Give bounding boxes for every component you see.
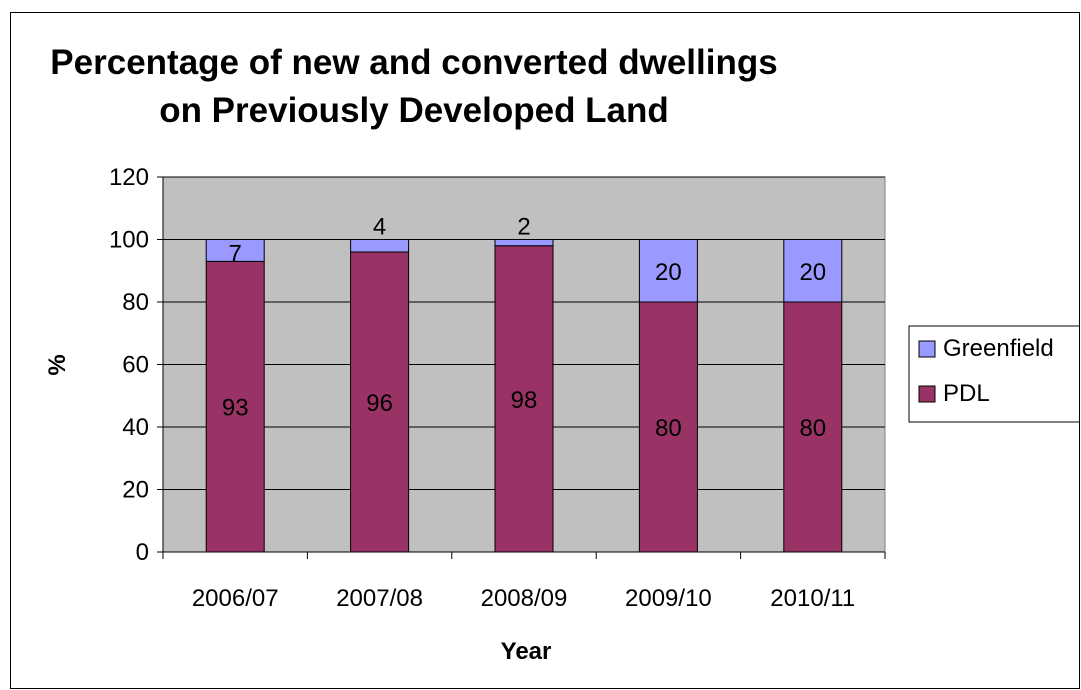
y-tick-label: 20 [122,477,149,504]
data-label-pdl: 96 [366,390,393,417]
legend-swatch-pdl [918,385,936,403]
bar-pdl [783,301,843,553]
x-tick-label: 2008/09 [481,585,568,612]
bar-greenfield [205,239,265,262]
legend-swatch-greenfield [918,340,936,358]
bar-greenfield [350,239,410,253]
legend-label-pdl: PDL [943,380,990,407]
legend-box [908,325,1079,423]
legend: Greenfield PDL [908,325,1079,423]
chart-frame: Percentage of new and converted dwelling… [10,12,1080,689]
data-label-greenfield: 7 [229,241,242,268]
chart-title-line-1: Percentage of new and converted dwelling… [50,43,777,82]
data-label-pdl: 80 [655,415,682,442]
chart-title-line-2: on Previously Developed Land [159,91,669,130]
bar-pdl [205,260,265,553]
x-tick-label: 2007/08 [336,585,423,612]
x-tick-label: 2009/10 [625,585,712,612]
data-label-pdl: 98 [511,387,538,414]
bar-greenfield [783,239,843,303]
y-tick-label: 60 [122,352,149,379]
data-label-greenfield: 20 [799,259,826,286]
y-tick-label: 100 [109,227,149,254]
y-axis-title: % [44,354,71,375]
y-tick-label: 120 [109,164,149,191]
data-label-pdl: 80 [799,415,826,442]
data-label-greenfield: 20 [655,259,682,286]
bar-greenfield [638,239,698,303]
y-tick-label: 80 [122,289,149,316]
data-label-greenfield: 2 [517,214,530,241]
y-tick-label: 40 [122,414,149,441]
stacked-bar-chart: Percentage of new and converted dwelling… [44,43,1079,665]
x-tick-label: 2010/11 [770,585,855,612]
bar-greenfield [494,239,554,247]
y-tick-label: 0 [136,539,149,566]
bar-pdl [494,245,554,553]
chart-title: Percentage of new and converted dwelling… [50,43,777,130]
data-label-greenfield: 4 [373,214,386,241]
legend-label-greenfield: Greenfield [943,335,1054,362]
data-label-pdl: 93 [222,395,249,422]
plot-area: 0 20 40 60 80 100 120 2006/07 2007/08 2008/09 2009… [109,164,886,612]
x-tick-label: 2006/07 [192,585,279,612]
x-axis-title: Year [501,638,552,665]
